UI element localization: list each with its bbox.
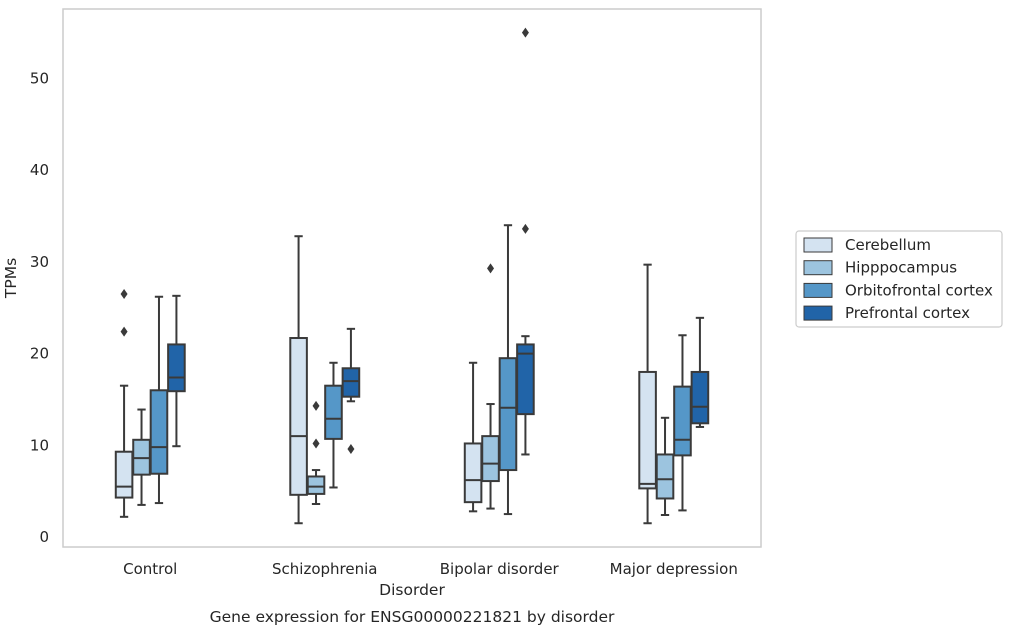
y-tick-50: 50 [30, 70, 49, 88]
box-cerebellum-1 [289, 235, 308, 525]
y-tick-40: 40 [30, 161, 49, 179]
box-body [341, 367, 361, 398]
box-body [498, 357, 518, 472]
box-body [114, 450, 134, 499]
box-cerebellum-2 [463, 361, 483, 513]
legend-swatch-1 [803, 260, 833, 276]
box-body [324, 384, 343, 440]
legend-swatch-0 [803, 237, 833, 253]
x-tick-bipolar-disorder: Bipolar disorder [440, 560, 560, 578]
y-tick-10: 10 [30, 436, 49, 454]
legend-label-1: Hipppocampus [845, 259, 957, 277]
box-orbitofrontal-cortex-0 [149, 295, 169, 505]
y-tick-30: 30 [30, 253, 49, 271]
box-prefrontal-cortex-1 [341, 327, 361, 454]
legend-frame [795, 230, 1003, 328]
box-body [306, 475, 326, 495]
legend-swatch-2 [803, 282, 833, 298]
box-body [638, 370, 657, 490]
box-prefrontal-cortex-2 [516, 27, 535, 456]
y-tick-labels: 0 10 20 30 40 50 [30, 70, 49, 547]
box-orbitofrontal-cortex-2 [498, 224, 518, 516]
box-prefrontal-cortex-0 [167, 294, 186, 448]
box-body [655, 453, 675, 500]
x-axis-label: Disorder [379, 581, 445, 599]
outlier-point [487, 263, 495, 274]
box-prefrontal-cortex-3 [690, 316, 710, 428]
box-body [149, 389, 169, 475]
box-plot-marks [114, 27, 710, 525]
box-body [289, 337, 308, 496]
legend-swatch-3 [803, 305, 833, 321]
box-cerebellum-3 [638, 263, 657, 525]
box-body [481, 435, 500, 483]
box-hipppocampus-1 [306, 400, 326, 505]
box-orbitofrontal-cortex-1 [324, 361, 343, 489]
box-body [690, 370, 710, 425]
box-body [516, 343, 535, 416]
x-tick-labels: Control Schizophrenia Bipolar disorder Majo… [123, 560, 738, 578]
outlier-point [312, 400, 320, 411]
y-tick-20: 20 [30, 345, 49, 363]
x-tick-schizophrenia: Schizophrenia [272, 560, 377, 578]
box-body [463, 442, 483, 504]
x-tick-control: Control [123, 560, 177, 578]
box-body [167, 343, 186, 393]
legend: Cerebellum Hipppocampus Orbitofrontal cort… [795, 230, 1003, 328]
legend-label-3: Prefrontal cortex [845, 304, 970, 322]
outlier-point [312, 438, 320, 449]
box-hipppocampus-3 [655, 416, 675, 516]
outlier-point [521, 27, 529, 38]
x-tick-major-depression: Major depression [610, 560, 738, 578]
y-tick-0: 0 [39, 528, 49, 546]
outlier-point [120, 288, 128, 299]
chart-title: Gene expression for ENSG00000221821 by d… [210, 608, 615, 626]
box-hipppocampus-0 [132, 408, 151, 506]
outlier-point [347, 443, 355, 454]
outlier-point [521, 223, 529, 234]
legend-label-0: Cerebellum [845, 236, 931, 254]
legend-label-2: Orbitofrontal cortex [845, 281, 993, 299]
y-axis-label: TPMs [2, 258, 20, 299]
outlier-point [120, 326, 128, 337]
box-body [673, 385, 692, 457]
